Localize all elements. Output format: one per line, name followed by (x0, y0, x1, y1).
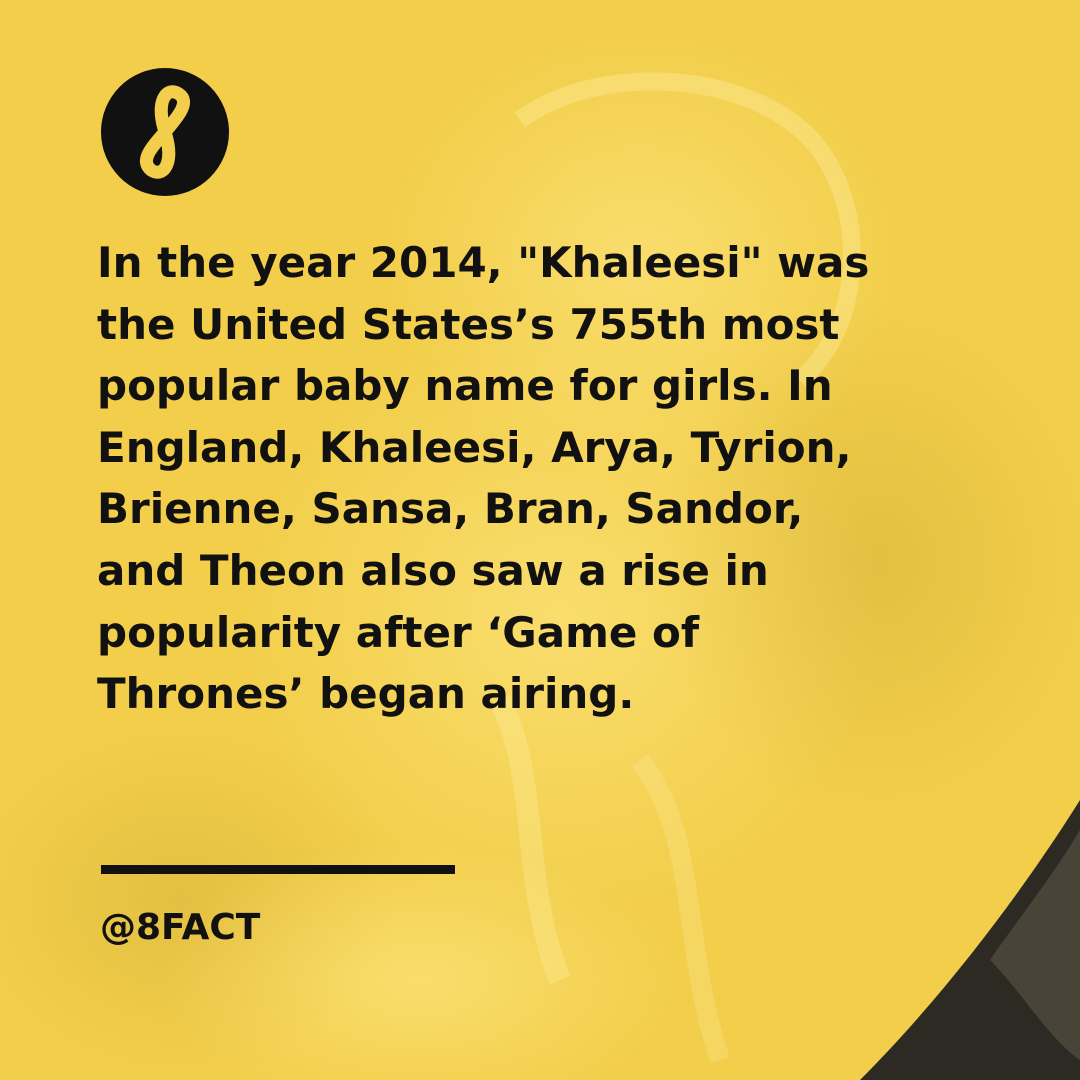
fact-text: In the year 2014, "Khaleesi" was the Uni… (97, 232, 1027, 725)
infinity-eight-icon (101, 68, 229, 196)
fact-line: Brienne, Sansa, Bran, Sandor, (97, 484, 804, 534)
fact-line: popular baby name for girls. In (97, 361, 833, 411)
divider (101, 865, 455, 874)
fact-line: In the year 2014, "Khaleesi" was (97, 238, 870, 287)
account-handle: @8FACT (100, 907, 261, 948)
fact-line: England, Khaleesi, Arya, Tyrion, (97, 422, 852, 472)
fact-line: the United States’s 755th most (97, 299, 840, 349)
fact-line: and Theon also saw a rise in (97, 545, 769, 595)
fact-line: popularity after ‘Game of (97, 607, 700, 657)
fact-line: Thrones’ began airing. (97, 669, 635, 719)
